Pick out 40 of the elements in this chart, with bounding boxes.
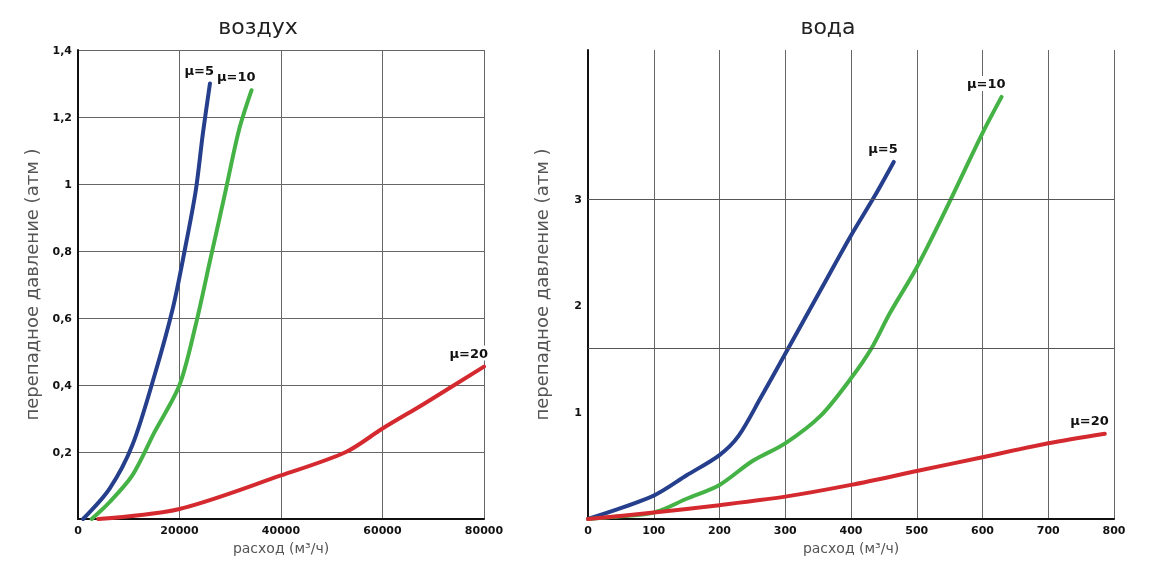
y-axis-title: перепадное давление (атм ) bbox=[20, 148, 42, 421]
x-tick-label: 80000 bbox=[464, 524, 504, 537]
x-tick-label: 300 bbox=[773, 524, 798, 537]
x-tick-label: 200 bbox=[708, 524, 732, 537]
x-tick-label: 40000 bbox=[261, 524, 301, 537]
chart-title: воздух bbox=[218, 13, 298, 39]
x-tick-label: 700 bbox=[1036, 524, 1061, 537]
x-axis-title: расход (м³/ч) bbox=[802, 540, 900, 556]
y-tick-label: 0,2 bbox=[52, 445, 72, 459]
x-tick-label: 500 bbox=[905, 524, 929, 537]
x-tick-label: 0 bbox=[584, 524, 593, 537]
series-label: μ=5 bbox=[868, 140, 898, 156]
y-tick-label: 0,6 bbox=[52, 311, 73, 325]
x-axis-title: расход (м³/ч) bbox=[232, 540, 330, 556]
series-label: μ=20 bbox=[1070, 412, 1109, 428]
y-tick-label: 2 bbox=[574, 299, 582, 313]
chart-title: вода bbox=[800, 13, 856, 39]
y-axis-title: перепадное давление (атм ) bbox=[530, 148, 552, 421]
y-tick-label: 0,4 bbox=[52, 378, 73, 392]
y-tick-label: 0,8 bbox=[52, 244, 72, 258]
line-series bbox=[586, 431, 1107, 521]
x-tick-label: 0 bbox=[74, 524, 83, 537]
y-tick-label: 1 bbox=[574, 405, 582, 419]
y-tick-label: 3 bbox=[574, 192, 582, 206]
x-tick-label: 800 bbox=[1102, 524, 1126, 537]
line-series bbox=[89, 88, 254, 521]
y-tick-label: 1,2 bbox=[52, 110, 72, 124]
series-label: μ=10 bbox=[967, 75, 1006, 91]
line-series bbox=[96, 364, 486, 521]
x-tick-label: 400 bbox=[839, 524, 863, 537]
x-tick-label: 600 bbox=[971, 524, 995, 537]
x-tick-label: 60000 bbox=[363, 524, 402, 537]
y-tick-label: 1,4 bbox=[52, 43, 73, 57]
series-label: μ=5 bbox=[184, 62, 214, 78]
x-tick-label: 100 bbox=[642, 524, 666, 537]
y-tick-label: 1 bbox=[64, 177, 72, 191]
line-series bbox=[81, 81, 212, 521]
series-label: μ=10 bbox=[217, 69, 256, 85]
series-label: μ=20 bbox=[449, 345, 488, 361]
x-tick-label: 20000 bbox=[160, 524, 199, 537]
